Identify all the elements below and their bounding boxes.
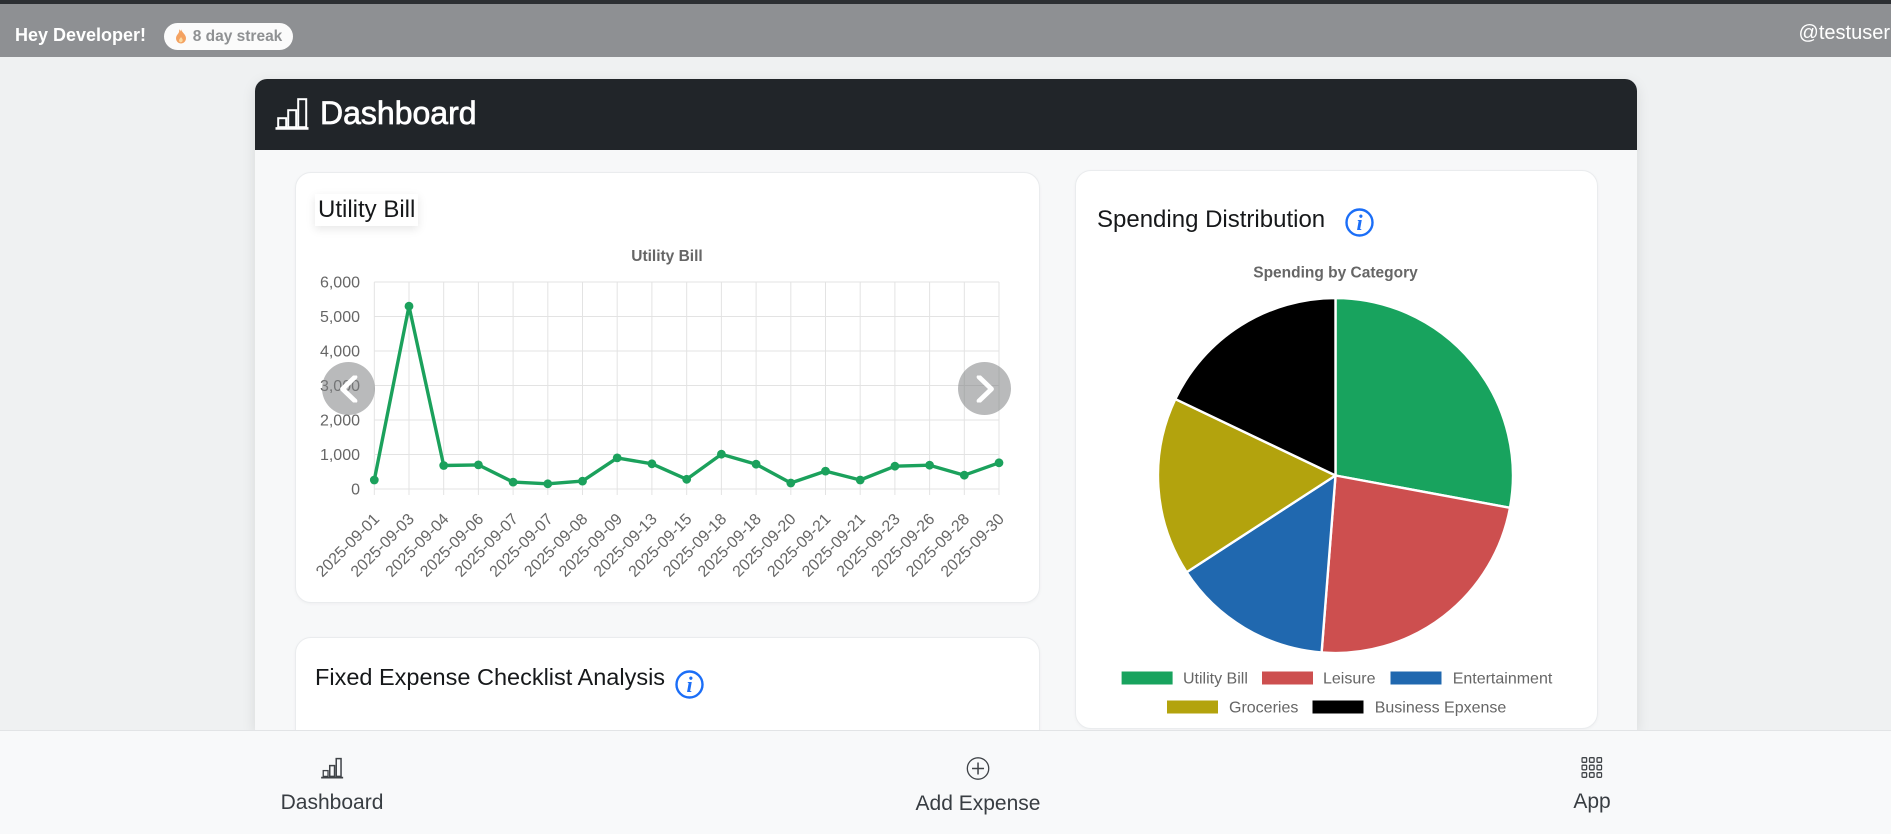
svg-text:5,000: 5,000	[320, 309, 360, 326]
svg-text:i: i	[1356, 210, 1363, 235]
svg-text:i: i	[686, 672, 693, 697]
svg-text:2,000: 2,000	[320, 413, 360, 430]
svg-text:Entertainment: Entertainment	[1453, 671, 1553, 688]
svg-text:Business Epxense: Business Epxense	[1375, 700, 1507, 717]
svg-text:Utility Bill: Utility Bill	[1183, 671, 1248, 688]
svg-text:4,000: 4,000	[320, 344, 360, 361]
svg-text:6,000: 6,000	[320, 275, 360, 292]
svg-text:Utility Bill: Utility Bill	[631, 248, 702, 265]
svg-text:0: 0	[351, 482, 360, 499]
svg-text:1,000: 1,000	[320, 447, 360, 464]
svg-text:Leisure: Leisure	[1323, 671, 1376, 688]
svg-text:Spending by Category: Spending by Category	[1253, 265, 1418, 282]
svg-text:Groceries: Groceries	[1229, 700, 1298, 717]
